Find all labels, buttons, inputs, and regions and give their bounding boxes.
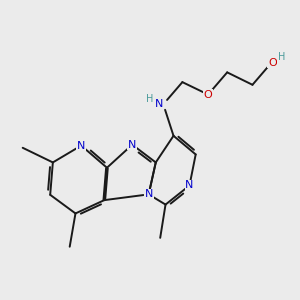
Text: H: H	[278, 52, 285, 62]
Text: N: N	[155, 99, 164, 109]
Text: N: N	[77, 141, 86, 151]
Text: O: O	[268, 58, 277, 68]
Text: N: N	[145, 189, 153, 200]
Text: N: N	[185, 181, 194, 190]
Text: N: N	[128, 140, 136, 150]
Text: O: O	[204, 89, 212, 100]
Text: H: H	[146, 94, 153, 104]
